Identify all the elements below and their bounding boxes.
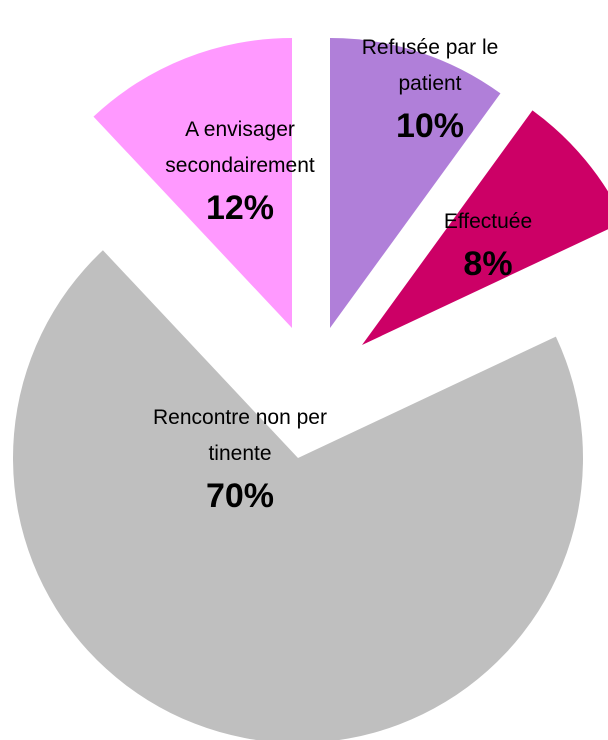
- slice-label-line: Refusée par le: [362, 36, 499, 59]
- slice-label-line: Rencontre non per: [153, 406, 327, 429]
- slice-label: Rencontre non per tinente: [153, 406, 327, 465]
- pie-slice: [93, 38, 292, 328]
- pie-slice: [330, 38, 501, 328]
- slice-label: Effectuée: [444, 210, 532, 233]
- slice-label: A envisager secondairement: [165, 118, 315, 177]
- pie-slice: [362, 110, 608, 345]
- value-label: 12%: [206, 189, 274, 227]
- slice-label-line: secondairement: [165, 154, 315, 177]
- value-label: 8%: [463, 245, 512, 283]
- value-label: 10%: [396, 107, 464, 145]
- slice-label: Refusée par le patient: [362, 36, 499, 95]
- slice-label-line: patient: [398, 72, 461, 95]
- value-label: 70%: [206, 477, 274, 515]
- pie-slice: [13, 250, 584, 740]
- slice-label-line: tinente: [208, 442, 271, 465]
- slice-label-line: Effectuée: [444, 210, 532, 233]
- slice-label-line: A envisager: [185, 118, 295, 141]
